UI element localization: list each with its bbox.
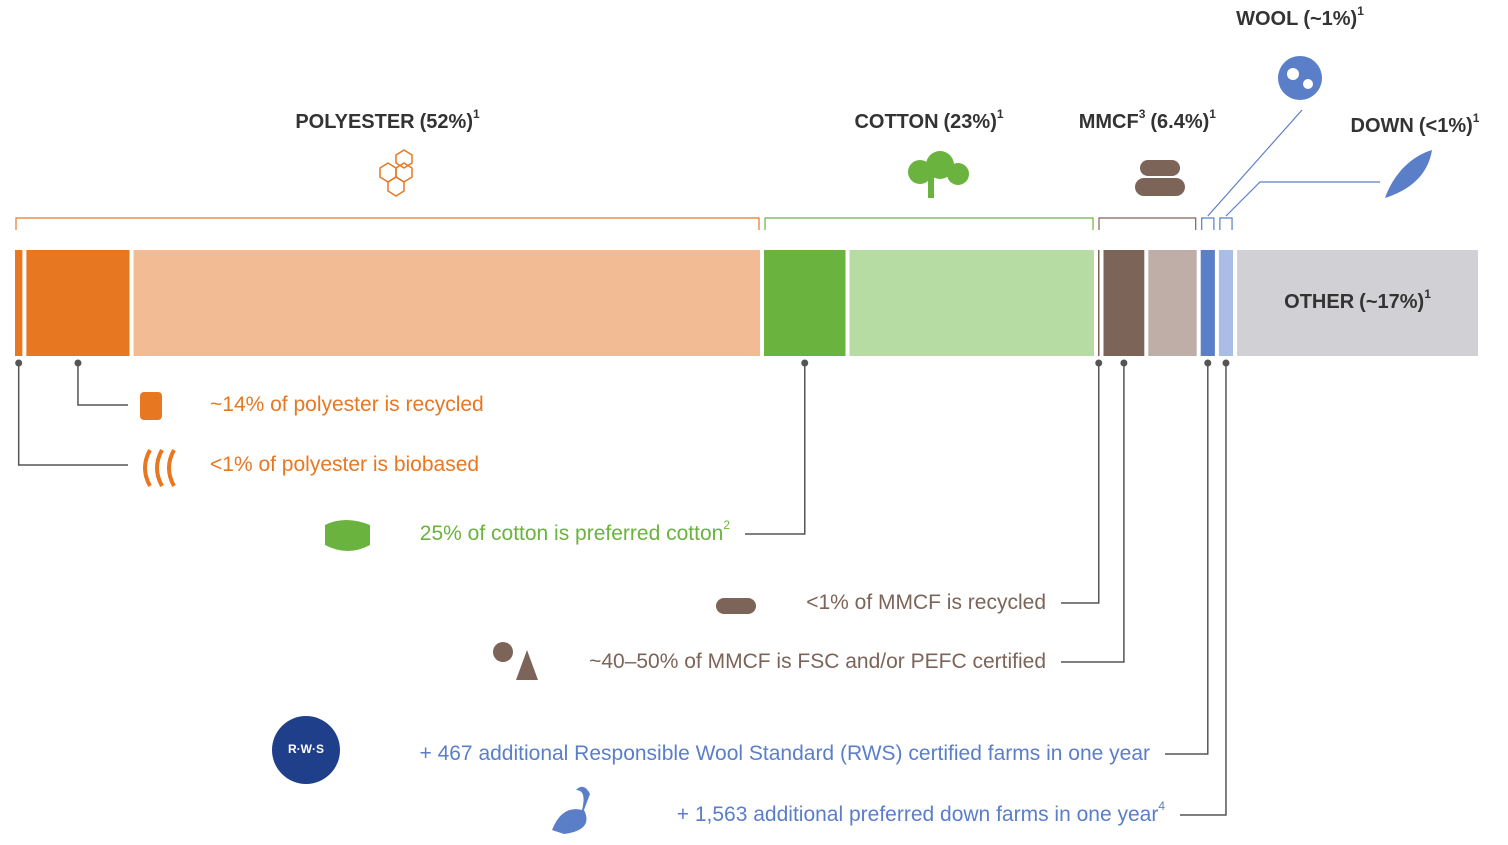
annotation: 25% of cotton is preferred cotton2 [420, 518, 731, 544]
segment-share: (23%) [944, 111, 997, 133]
footnote: 1 [1473, 111, 1480, 125]
bar-part [1097, 250, 1100, 356]
segment-label: POLYESTER (52%)1 [295, 107, 480, 133]
bar-segment [1218, 250, 1234, 356]
annotation-icons: R·W·S [140, 392, 756, 834]
annotation-text: 25% of cotton is preferred cotton [420, 522, 724, 545]
segment-name: DOWN [1351, 115, 1414, 137]
annotation-text: + 1,563 additional preferred down farms … [677, 803, 1159, 826]
bracket [764, 217, 1094, 230]
footnote: 1 [1209, 107, 1216, 121]
segment-name: POLYESTER [295, 111, 415, 133]
segment-share: (~17%) [1359, 291, 1424, 313]
annotation: + 1,563 additional preferred down farms … [677, 799, 1166, 825]
leader-line [17, 363, 128, 466]
annotation: <1% of polyester is biobased [210, 453, 479, 476]
bar-segment [133, 250, 761, 356]
segment-share: (<1%) [1419, 115, 1473, 137]
footnote: 1 [997, 107, 1004, 121]
bracket [1219, 217, 1233, 230]
leader-line [77, 363, 128, 406]
wool-icon [1278, 56, 1322, 100]
segment-label: WOOL (~1%)1 [1236, 4, 1364, 30]
leader-line [1061, 363, 1125, 663]
bar-segment [1200, 250, 1215, 356]
annotation-text: <1% of polyester is biobased [210, 453, 479, 476]
bracket [1201, 217, 1215, 230]
connector [1225, 181, 1380, 217]
annotation-text: ~40–50% of MMCF is FSC and/or PEFC certi… [589, 650, 1046, 673]
footnote: 3 [1139, 107, 1146, 121]
segment-label: DOWN (<1%)1 [1351, 111, 1480, 137]
footnote: 2 [723, 518, 730, 532]
bar-segment [849, 250, 1094, 356]
segment-name: OTHER [1284, 291, 1355, 313]
footnote: 1 [1357, 4, 1364, 18]
log-icon [1135, 160, 1185, 196]
bracket [15, 217, 760, 230]
segment-share: (6.4%) [1150, 111, 1209, 133]
segment-share: (52%) [420, 111, 473, 133]
svg-text:R·W·S: R·W·S [288, 742, 324, 756]
annotation: ~40–50% of MMCF is FSC and/or PEFC certi… [589, 650, 1046, 673]
annotation: <1% of MMCF is recycled [806, 591, 1046, 614]
cotton-icon [908, 151, 969, 198]
annotation-text: <1% of MMCF is recycled [806, 591, 1046, 614]
segment-label: COTTON (23%)1 [854, 107, 1003, 133]
bar-segment [1148, 250, 1197, 356]
segment-label: MMCF3 (6.4%)1 [1079, 107, 1217, 133]
leader-line [745, 363, 806, 535]
footnote: 4 [1158, 799, 1165, 813]
leader-line [1165, 363, 1209, 755]
annotation: ~14% of polyester is recycled [210, 393, 484, 416]
bar-segment [1237, 250, 1478, 356]
annotation-text: ~14% of polyester is recycled [210, 393, 484, 416]
segment-name: COTTON [854, 111, 938, 133]
footnote: 1 [1424, 287, 1431, 301]
bar-part [764, 250, 846, 356]
bracket [1098, 217, 1197, 230]
segment-name: MMCF [1079, 111, 1139, 133]
footnote: 1 [473, 107, 480, 121]
bar-part [26, 250, 130, 356]
annotation: + 467 additional Responsible Wool Standa… [419, 742, 1150, 765]
bar-part [1103, 250, 1145, 356]
segment-name: WOOL [1236, 8, 1298, 30]
segment-label: OTHER (~17%)1 [1284, 287, 1431, 313]
annotation-text: + 467 additional Responsible Wool Standa… [419, 742, 1150, 765]
leader-line [1180, 363, 1227, 816]
leader-line [1061, 363, 1100, 604]
segment-share: (~1%) [1303, 8, 1357, 30]
connector [1207, 109, 1303, 217]
feather-icon [1385, 150, 1432, 198]
polyester-icon [379, 149, 413, 197]
bar-part [15, 250, 23, 356]
